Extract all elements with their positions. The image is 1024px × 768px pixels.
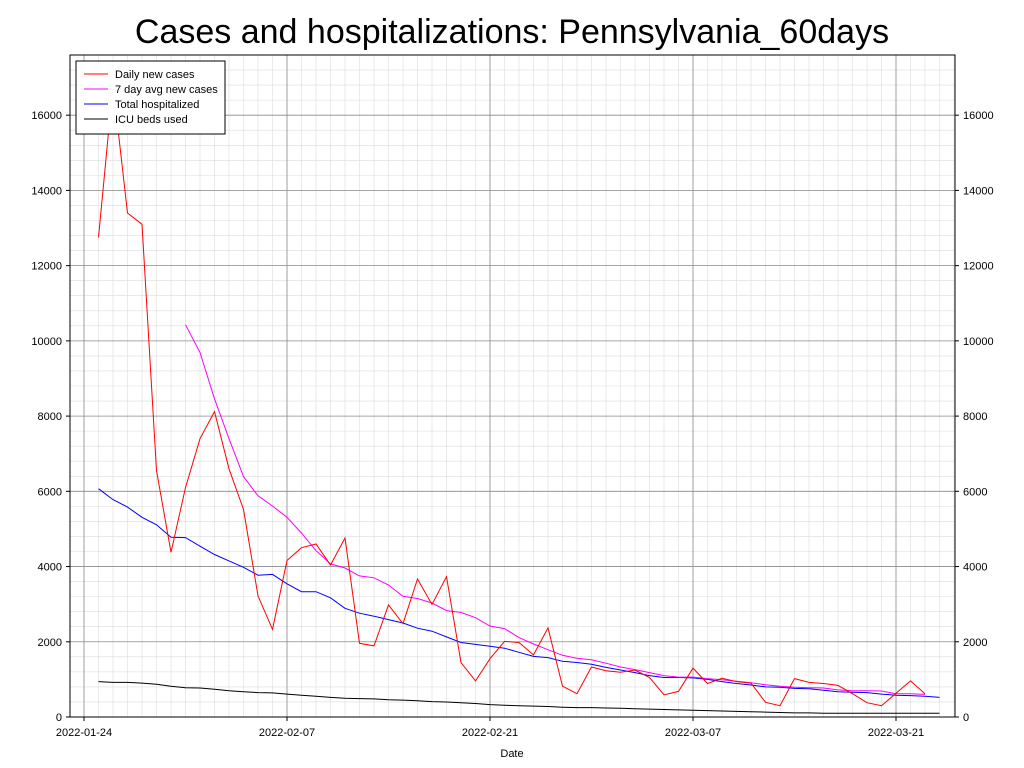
y-tick-label-right: 14000	[963, 185, 994, 197]
legend-label: Daily new cases	[115, 69, 195, 81]
legend-label: Total hospitalized	[115, 99, 199, 111]
y-tick-label-left: 6000	[38, 486, 62, 498]
y-tick-label-left: 8000	[38, 411, 62, 423]
chart-title: Cases and hospitalizations: Pennsylvania…	[135, 13, 889, 51]
y-tick-label-left: 14000	[31, 185, 62, 197]
series-line-total-hospitalized	[98, 488, 940, 698]
y-tick-label-left: 12000	[31, 261, 62, 273]
y-tick-label-right: 0	[963, 712, 969, 724]
legend-label: ICU beds used	[115, 114, 188, 126]
y-tick-label-right: 16000	[963, 110, 994, 122]
x-axis-label: Date	[500, 748, 523, 760]
y-tick-label-left: 0	[56, 712, 62, 724]
y-tick-label-right: 10000	[963, 336, 994, 348]
plot-frame	[69, 54, 956, 718]
y-tick-label-left: 2000	[38, 637, 62, 649]
series-line-icu-beds-used	[98, 681, 940, 714]
y-tick-label-left: 10000	[31, 336, 62, 348]
x-tick-label: 2022-01-24	[56, 727, 112, 739]
y-tick-label-left: 4000	[38, 562, 62, 574]
y-tick-label-right: 6000	[963, 486, 987, 498]
y-tick-label-right: 4000	[963, 562, 987, 574]
x-tick-label: 2022-02-21	[462, 727, 518, 739]
y-tick-label-right: 12000	[963, 261, 994, 273]
legend-label: 7 day avg new cases	[115, 84, 218, 96]
series-layer	[98, 85, 940, 714]
x-tick-label: 2022-03-21	[868, 727, 924, 739]
x-tick-label: 2022-02-07	[259, 727, 315, 739]
y-tick-label-right: 2000	[963, 637, 987, 649]
series-line-daily-new-cases	[98, 85, 926, 707]
series-line-7-day-avg-new-cases	[185, 324, 926, 695]
x-tick-label: 2022-03-07	[665, 727, 721, 739]
legend: Daily new cases 7 day avg new cases Total …	[75, 60, 226, 135]
y-tick-label-right: 8000	[963, 411, 987, 423]
ticks-layer: 2022-01-24 2022-02-07 2022-02-21 2022-03-07…	[31, 110, 993, 739]
y-tick-label-left: 16000	[31, 110, 62, 122]
legend-box	[75, 60, 226, 135]
